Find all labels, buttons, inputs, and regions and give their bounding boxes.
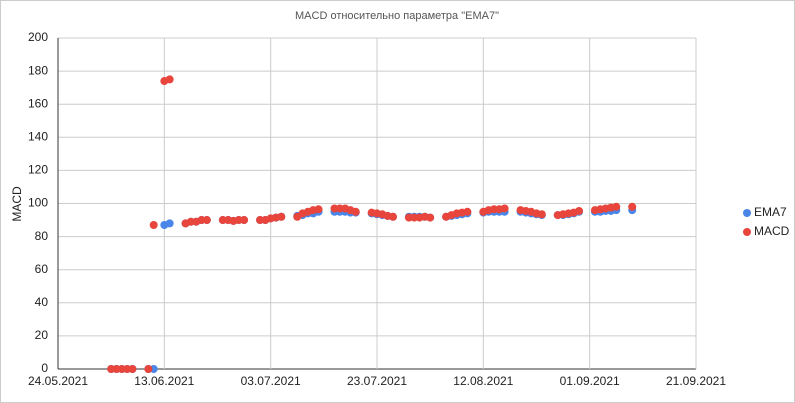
y-tick-label: 0 <box>41 361 48 375</box>
point <box>575 206 584 215</box>
point <box>240 216 249 225</box>
y-tick-label: 120 <box>28 163 48 177</box>
point <box>202 216 211 225</box>
legend-marker <box>743 209 751 217</box>
x-tick-label: 21.09.2021 <box>666 374 726 388</box>
point <box>463 207 472 216</box>
point <box>149 221 158 230</box>
y-tick-label: 80 <box>35 229 49 243</box>
x-tick-label: 12.08.2021 <box>453 374 513 388</box>
x-tick-label: 13.06.2021 <box>134 374 194 388</box>
point <box>165 75 174 84</box>
y-tick-label: 160 <box>28 96 48 110</box>
x-tick-label: 24.05.2021 <box>28 374 88 388</box>
point <box>128 365 137 373</box>
y-tick-label: 180 <box>28 63 48 77</box>
y-tick-label: 100 <box>28 196 48 210</box>
legend-label: MACD <box>754 224 790 238</box>
point <box>500 204 509 213</box>
chart-title: MACD относительно параметра "EMA7" <box>295 10 499 22</box>
point <box>426 213 435 222</box>
x-tick-label: 03.07.2021 <box>241 374 301 388</box>
y-tick-label: 20 <box>35 328 49 342</box>
point <box>388 212 397 221</box>
y-tick-label: 140 <box>28 129 48 143</box>
point <box>612 202 621 211</box>
y-tick-label: 60 <box>35 262 49 276</box>
x-tick-label: 23.07.2021 <box>347 374 407 388</box>
point <box>314 205 323 214</box>
point <box>144 365 153 373</box>
point <box>351 207 360 216</box>
point <box>165 219 174 228</box>
point <box>628 202 637 211</box>
legend-marker <box>743 228 751 236</box>
y-axis-label: MACD <box>10 186 24 222</box>
x-tick-label: 01.09.2021 <box>560 374 620 388</box>
y-tick-label: 200 <box>28 30 48 44</box>
point <box>277 212 286 221</box>
point <box>537 210 546 219</box>
y-tick-label: 40 <box>35 295 49 309</box>
legend-label: EMA7 <box>754 205 787 219</box>
